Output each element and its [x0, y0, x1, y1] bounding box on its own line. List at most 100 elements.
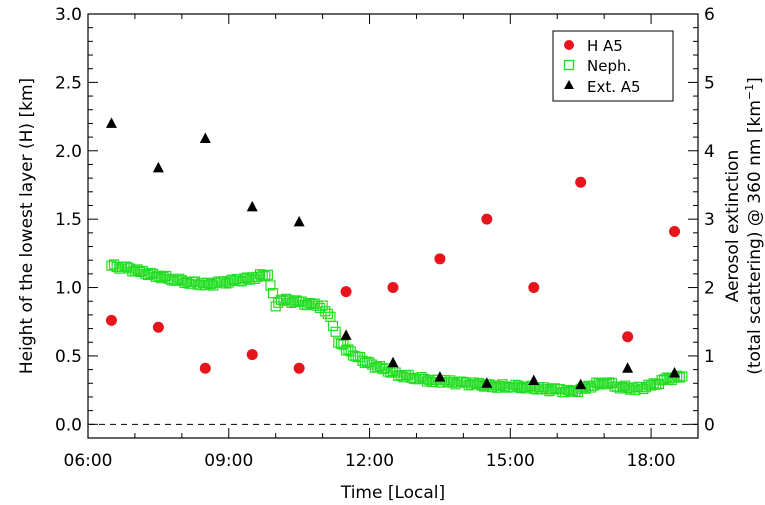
- point-h-a5: [575, 176, 587, 188]
- y2-tick-label: 1: [704, 347, 715, 367]
- legend-label-neph: Neph.: [587, 57, 631, 75]
- point-neph: [283, 295, 294, 306]
- point-neph: [473, 377, 485, 389]
- point-neph: [664, 373, 675, 384]
- y2-tick-label: 6: [704, 5, 715, 25]
- y2-tick-label: 3: [704, 210, 715, 230]
- y2-axis-label-line2: (total scattering) @ 360 nm [km−1]: [743, 77, 765, 375]
- point-neph: [497, 379, 508, 390]
- point-neph: [257, 270, 268, 281]
- point-neph: [520, 383, 532, 394]
- point-neph: [395, 369, 406, 381]
- point-neph: [374, 360, 386, 372]
- point-ext-a5: [669, 367, 681, 378]
- y2-axis-label-close: ]: [745, 77, 765, 84]
- point-neph: [369, 362, 380, 373]
- point-neph: [559, 387, 571, 398]
- point-neph: [145, 267, 156, 279]
- point-neph: [518, 381, 529, 393]
- point-neph: [106, 260, 117, 271]
- point-neph: [267, 288, 279, 299]
- point-neph: [645, 380, 657, 391]
- point-neph: [247, 272, 258, 283]
- point-h-a5: [434, 253, 446, 265]
- point-ext-a5: [199, 132, 211, 143]
- point-neph: [236, 276, 247, 287]
- point-neph: [317, 300, 328, 311]
- point-neph: [643, 379, 654, 390]
- point-neph: [458, 376, 469, 388]
- point-neph: [385, 367, 396, 378]
- left-axis-ticks: 0.0 0.5 1.0 1.5 2.0 2.5 3.0: [55, 5, 98, 435]
- point-neph: [265, 280, 276, 291]
- point-neph: [275, 294, 287, 305]
- legend: H A5 Neph. Ext. A5: [552, 30, 674, 102]
- point-neph: [226, 274, 237, 285]
- point-ext-a5: [575, 378, 587, 390]
- point-neph: [523, 381, 534, 392]
- point-neph: [601, 379, 612, 390]
- point-neph: [466, 379, 477, 390]
- point-ext-a5: [293, 215, 305, 227]
- point-neph: [270, 301, 281, 312]
- point-neph: [453, 377, 464, 388]
- point-neph: [241, 272, 253, 283]
- point-neph: [304, 297, 315, 309]
- y2-axis-label-superscript: −1: [743, 84, 756, 100]
- point-neph: [499, 381, 511, 392]
- point-neph: [239, 273, 250, 284]
- y-tick-label: 1.5: [55, 210, 82, 230]
- point-neph: [205, 278, 216, 290]
- point-neph: [262, 269, 273, 280]
- point-neph: [419, 373, 430, 384]
- point-neph: [596, 379, 607, 390]
- point-neph: [200, 280, 211, 291]
- point-h-a5: [481, 213, 493, 225]
- point-ext-a5: [387, 356, 399, 368]
- point-neph: [630, 384, 641, 395]
- point-neph: [614, 383, 625, 394]
- point-neph: [393, 370, 404, 381]
- point-neph: [330, 326, 341, 337]
- y2-tick-label: 2: [704, 279, 715, 299]
- point-neph: [606, 378, 618, 389]
- point-neph: [565, 386, 576, 397]
- point-neph: [635, 382, 646, 393]
- point-neph: [562, 384, 573, 396]
- point-ext-a5: [434, 371, 446, 382]
- point-neph: [228, 275, 240, 286]
- legend-label-ext-a5: Ext. A5: [587, 78, 641, 96]
- point-neph: [153, 270, 164, 281]
- point-neph: [421, 376, 432, 387]
- point-neph: [591, 377, 602, 388]
- y-tick-label: 2.0: [55, 142, 82, 162]
- point-ext-a5: [105, 117, 117, 128]
- point-ext-a5: [152, 161, 164, 173]
- x-axis-label: Time [Local]: [340, 483, 445, 503]
- point-neph: [254, 269, 266, 280]
- point-neph: [661, 372, 672, 383]
- point-neph: [536, 384, 547, 395]
- point-neph: [471, 379, 482, 390]
- point-neph: [314, 302, 326, 314]
- point-neph: [494, 380, 505, 392]
- y2-axis-label-line1: Aerosol extinction: [723, 150, 743, 303]
- point-neph: [155, 273, 167, 284]
- point-neph: [184, 278, 195, 289]
- point-neph: [507, 382, 519, 393]
- point-neph: [656, 375, 667, 386]
- point-h-a5: [105, 314, 117, 326]
- point-h-a5: [387, 282, 399, 294]
- point-neph: [114, 263, 125, 274]
- point-neph: [427, 377, 438, 388]
- point-neph: [450, 379, 461, 390]
- point-h-a5: [246, 349, 258, 361]
- y-tick-label: 3.0: [55, 5, 82, 25]
- point-neph: [210, 277, 221, 289]
- point-neph: [218, 276, 229, 287]
- point-neph: [179, 277, 190, 288]
- point-neph: [617, 381, 628, 393]
- y-tick-label: 0.5: [55, 347, 82, 367]
- point-neph: [554, 384, 565, 395]
